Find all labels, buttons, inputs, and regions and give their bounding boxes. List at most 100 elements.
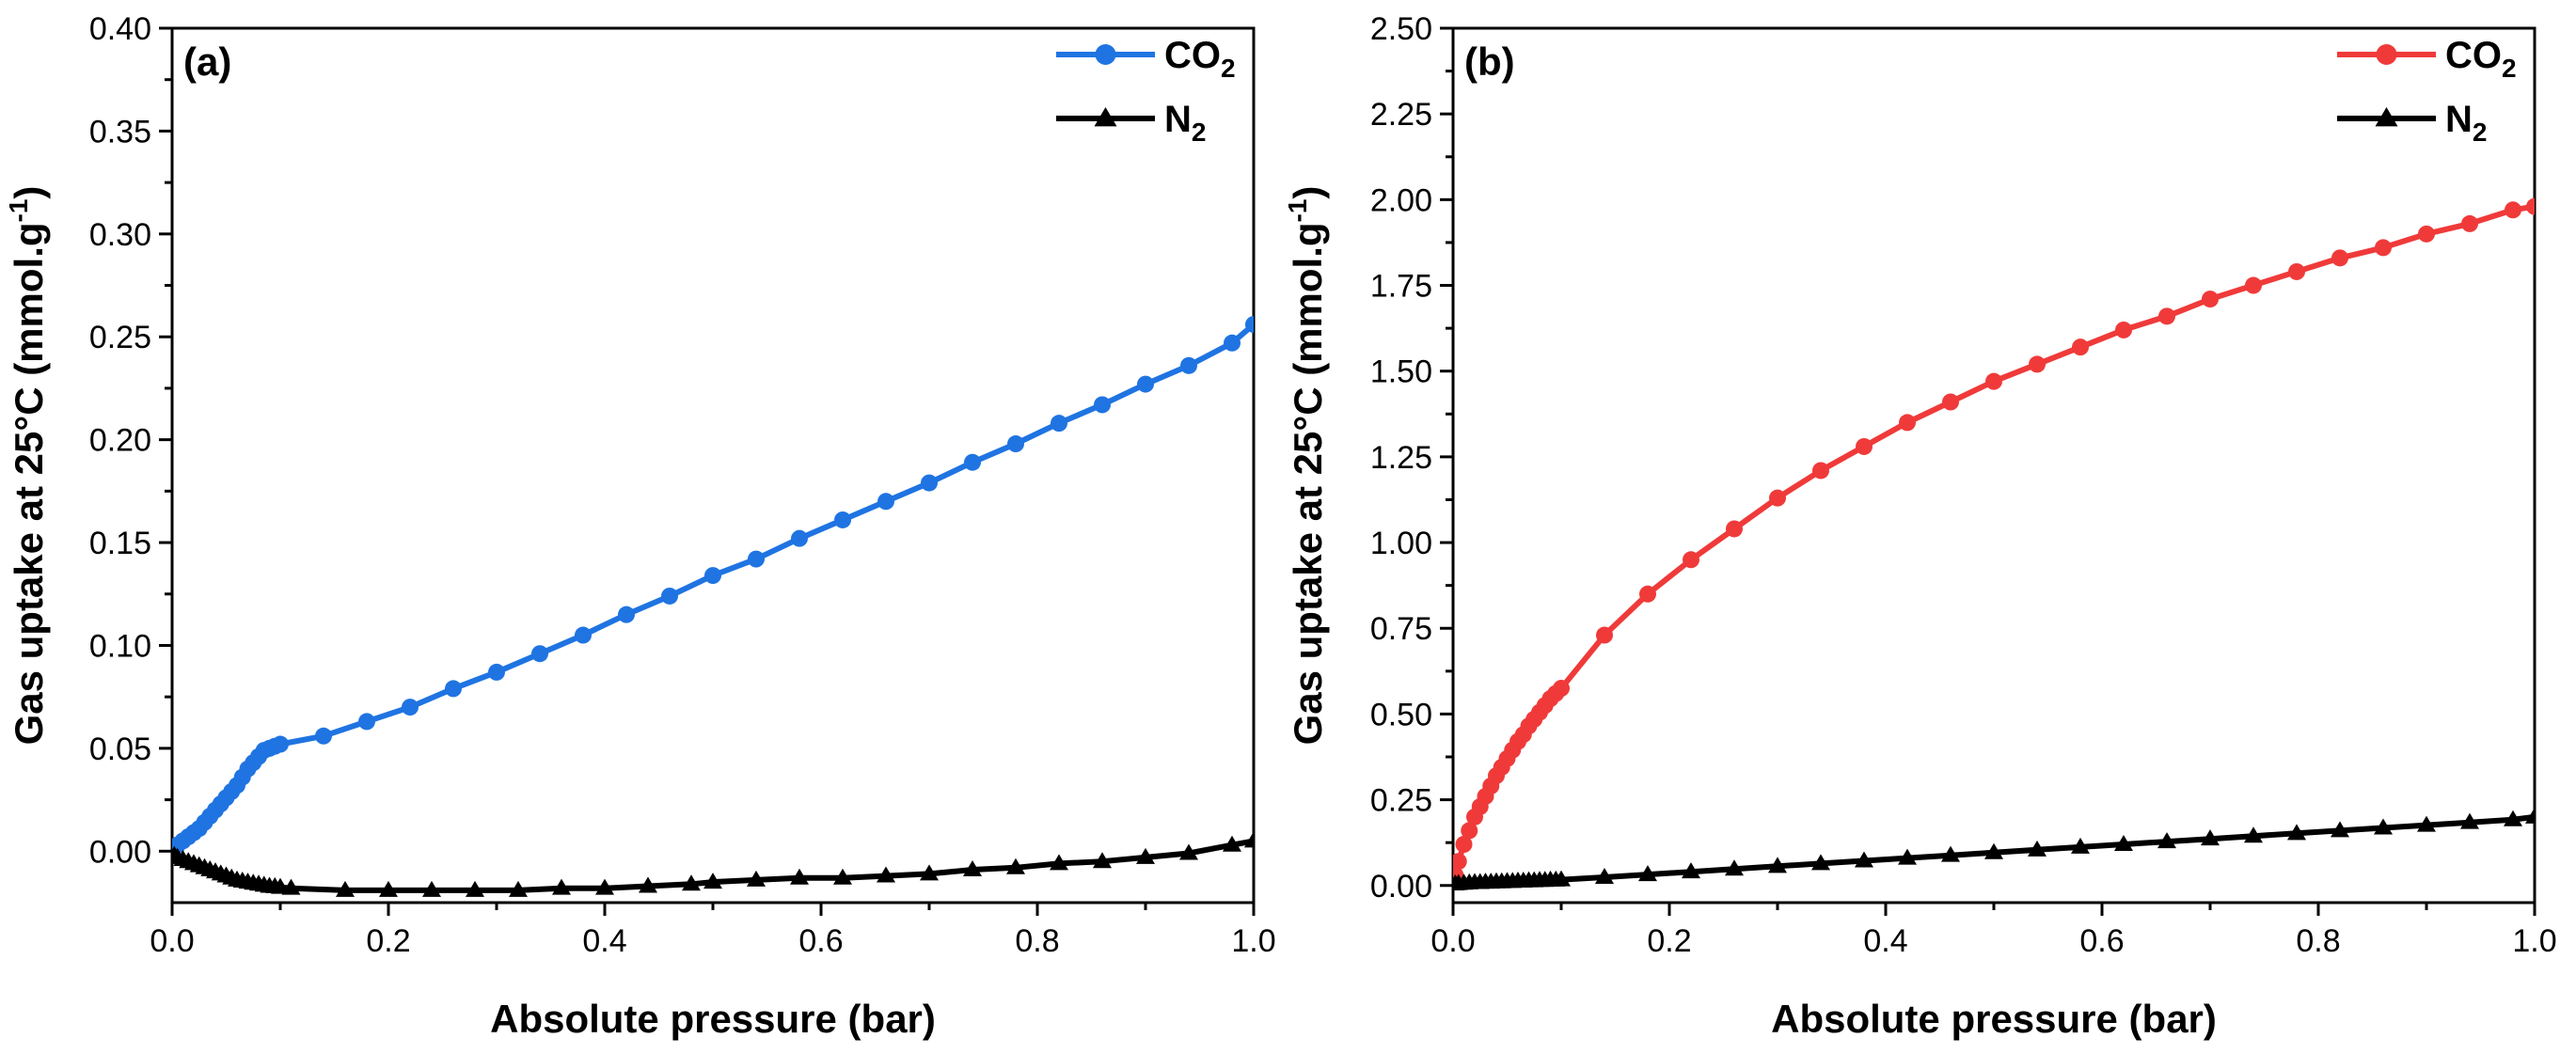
data-point (1453, 853, 1467, 871)
data-point (2525, 807, 2535, 824)
data-point (790, 868, 809, 885)
data-point (358, 713, 375, 731)
data-point (2288, 262, 2305, 280)
data-point (2245, 276, 2262, 294)
y-tick-label: 0.50 (1370, 697, 1432, 732)
legend-entry: CO2 (1056, 35, 1236, 83)
data-point (1768, 857, 1787, 873)
data-point (1899, 414, 1916, 432)
y-axis-title-sup: -1 (4, 199, 33, 223)
data-point (2526, 197, 2535, 215)
y-axis-title-close: ) (7, 186, 51, 199)
data-point (1682, 862, 1700, 879)
data-point (1639, 585, 1656, 603)
data-point (1683, 551, 1699, 569)
data-point (2504, 810, 2522, 826)
y-tick-label: 1.25 (1370, 440, 1432, 476)
data-point (2331, 821, 2349, 838)
data-point (2072, 338, 2089, 356)
data-point (2201, 829, 2220, 846)
y-tick-label: 0.00 (89, 834, 151, 870)
data-point (1984, 842, 2003, 859)
legend-label-name: N (1164, 99, 1192, 140)
data-point (1942, 393, 1959, 411)
y-axis-title-main: Gas uptake at 25°C (mmol.g (7, 222, 51, 745)
legend-label-sub: 2 (2502, 54, 2517, 83)
data-point (1855, 851, 1873, 868)
data-point (1596, 626, 1613, 644)
y-axis-title-main: Gas uptake at 25°C (mmol.g (1286, 222, 1330, 745)
data-point (509, 880, 528, 897)
series-n2 (1453, 807, 2535, 890)
data-point (661, 587, 678, 605)
legend-marker (1095, 44, 1116, 65)
data-point (834, 511, 851, 528)
data-point (963, 859, 982, 876)
x-tick-label: 0.2 (366, 923, 410, 959)
data-point (682, 874, 701, 891)
data-point (2374, 818, 2393, 835)
data-point (1245, 316, 1254, 334)
data-point (921, 474, 938, 492)
data-point (964, 453, 981, 471)
data-point (704, 567, 721, 585)
data-point (2071, 837, 2090, 854)
data-point (833, 868, 852, 885)
data-point (552, 878, 571, 895)
y-axis-title-close: ) (1286, 186, 1330, 199)
data-point (1811, 854, 1830, 871)
data-point (1856, 437, 1873, 455)
data-point (1244, 831, 1254, 848)
data-point (272, 735, 289, 753)
y-tick-label: 0.40 (89, 11, 151, 47)
data-point (877, 493, 894, 511)
y-tick-label: 1.00 (1370, 526, 1432, 561)
data-point (336, 880, 355, 897)
data-point (2244, 826, 2263, 843)
data-point (1051, 415, 1067, 433)
legend-label-name: CO (2445, 35, 2502, 76)
data-point (2114, 835, 2133, 851)
data-point (1638, 865, 1657, 882)
data-point (1985, 372, 2002, 390)
legend-label-sub: 2 (1221, 54, 1236, 83)
legend-label-sub: 2 (1192, 118, 1207, 147)
legend-label-name: N (2445, 99, 2473, 140)
y-tick-label: 2.00 (1370, 182, 1432, 218)
y-tick-label: 2.50 (1370, 11, 1432, 47)
panel-label: (a) (183, 39, 231, 84)
legend-label: CO2 (2445, 35, 2517, 83)
data-point (1461, 822, 1478, 840)
data-point (877, 866, 895, 883)
data-point (747, 870, 766, 887)
panel-label: (b) (1464, 39, 1515, 84)
data-point (466, 880, 484, 897)
y-tick-label: 0.30 (89, 217, 151, 253)
x-axis-title: Absolute pressure (bar) (1771, 997, 2217, 1041)
legend-label-sub: 2 (2473, 118, 2488, 147)
legend-marker (2376, 44, 2397, 65)
legend-marker (1094, 107, 1117, 127)
data-point (2287, 824, 2306, 841)
data-point (791, 529, 808, 547)
data-point (1726, 520, 1743, 538)
data-point (618, 606, 635, 623)
data-point (2505, 201, 2521, 219)
x-tick-label: 0.4 (582, 923, 626, 959)
y-axis-title-sup: -1 (1283, 199, 1312, 223)
data-point (2029, 355, 2046, 373)
data-point (1050, 854, 1068, 871)
data-point (748, 550, 765, 568)
x-axis-title: Absolute pressure (bar) (490, 997, 936, 1041)
data-point (1455, 836, 1473, 853)
x-tick-label: 0.8 (2296, 923, 2340, 959)
legend-entry: N2 (1056, 99, 1206, 147)
data-point (281, 878, 301, 895)
data-point (639, 876, 657, 893)
y-tick-label: 0.25 (1370, 783, 1432, 819)
y-tick-label: 0.05 (89, 732, 151, 767)
x-tick-label: 0.2 (1647, 923, 1691, 959)
x-tick-label: 0.0 (150, 923, 194, 959)
y-tick-label: 0.00 (1370, 869, 1432, 905)
data-point (1553, 680, 1570, 698)
